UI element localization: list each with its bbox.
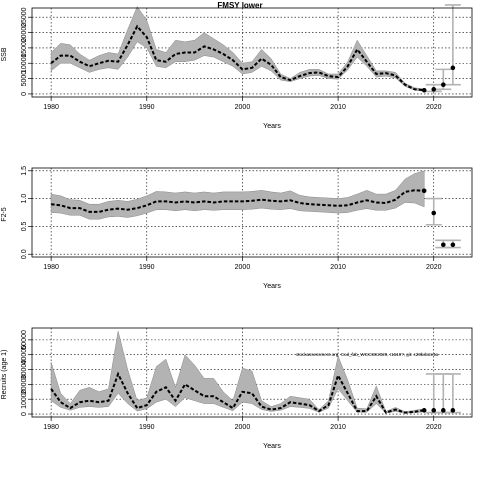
f-x-axis-title: Years (263, 283, 281, 290)
ssb-y-tick-label: 25000 (21, 7, 28, 27)
f-y-tick-label: 0.5 (21, 221, 28, 231)
ssb-x-axis-title: Years (263, 123, 281, 130)
ssb-y-axis-title: SSB (1, 47, 8, 61)
f-x-tick-label: 1990 (139, 264, 155, 271)
recruits-x-tick-label: 2020 (426, 424, 442, 431)
recruits-x-tick-label: 1990 (139, 424, 155, 431)
ssb-x-tick-label: 2010 (330, 104, 346, 111)
ssb-forecast-point (421, 87, 427, 93)
recruits-y-tick-label: 0 (21, 412, 28, 416)
recruits-plot-frame (31, 327, 473, 418)
ssb-x-tick-label: 2020 (426, 104, 442, 111)
ssb-panel: 1980 1990 2000 2010 2020 0 5000100001500020000… (1, 4, 473, 130)
ssb-x-tick-label: 2000 (235, 104, 251, 111)
f-forecast-point (450, 242, 456, 248)
f-forecast-point (421, 188, 427, 194)
recruits-y-tick-label: 20000 (21, 375, 28, 395)
f-y-tick-label: 1.0 (21, 194, 28, 204)
ssb-forecast-point (450, 65, 456, 71)
f-forecast-point (441, 242, 446, 248)
ssb-y-tick-label: 5000 (21, 71, 28, 87)
ssb-x-tick-label: 1980 (43, 104, 59, 111)
recruits-forecast-point (441, 408, 446, 413)
figure-title: FMSY lower (217, 1, 262, 10)
fishing-mortality-panel: 1980 1990 2000 2010 2020 0.0 0.5 1.0 1.5 Years F2-… (1, 166, 473, 290)
recruits-y-axis-title: Recruits (age 1) (1, 350, 8, 400)
ssb-estimate-line (50, 24, 425, 92)
recruits-x-tick-label: 2010 (330, 424, 346, 431)
recruitment-panel: 1980 1990 2000 2010 2020 0 1000020000300004000… (1, 327, 473, 450)
f-x-tick-label: 2020 (426, 264, 442, 271)
f-estimate-line (50, 189, 425, 213)
ssb-forecast-point (441, 82, 446, 88)
f-x-tick-label: 1980 (43, 264, 59, 271)
f-y-axis-title: F2-5 (1, 207, 8, 222)
f-plot-frame (31, 167, 473, 258)
ssb-forecast-point (431, 87, 437, 92)
stockassessment-annotation: stockassessment.org, Cod_fab_WGCSE2020, … (296, 352, 439, 357)
f-forecast-point (431, 210, 437, 216)
ssb-y-tick-label: 20000 (21, 23, 28, 43)
ssb-y-tick-label: 10000 (21, 53, 28, 73)
f-y-tick-label: 0.0 (21, 249, 28, 259)
ssb-y-tick-label: 0 (21, 92, 28, 96)
recruits-x-axis-title: Years (263, 443, 281, 450)
recruits-forecast-point (421, 408, 427, 413)
recruits-y-tick-label: 30000 (21, 360, 28, 380)
ssb-x-tick-label: 1990 (139, 104, 155, 111)
recruits-y-tick-label: 50000 (21, 330, 28, 350)
recruits-estimate-line (50, 371, 425, 414)
recruits-x-tick-label: 1980 (43, 424, 59, 431)
recruits-forecast-point (450, 408, 456, 413)
recruits-forecast-point (431, 408, 437, 413)
recruits-x-tick-label: 2000 (235, 424, 251, 431)
f-y-tick-label: 1.5 (21, 166, 28, 176)
recruits-y-tick-label: 40000 (21, 345, 28, 365)
recruits-y-tick-label: 10000 (21, 389, 28, 409)
ssb-plot-frame (31, 7, 473, 98)
ssb-y-tick-label: 15000 (21, 38, 28, 58)
f-confidence-band (50, 170, 425, 220)
f-x-tick-label: 2000 (235, 264, 251, 271)
f-x-tick-label: 2010 (330, 264, 346, 271)
